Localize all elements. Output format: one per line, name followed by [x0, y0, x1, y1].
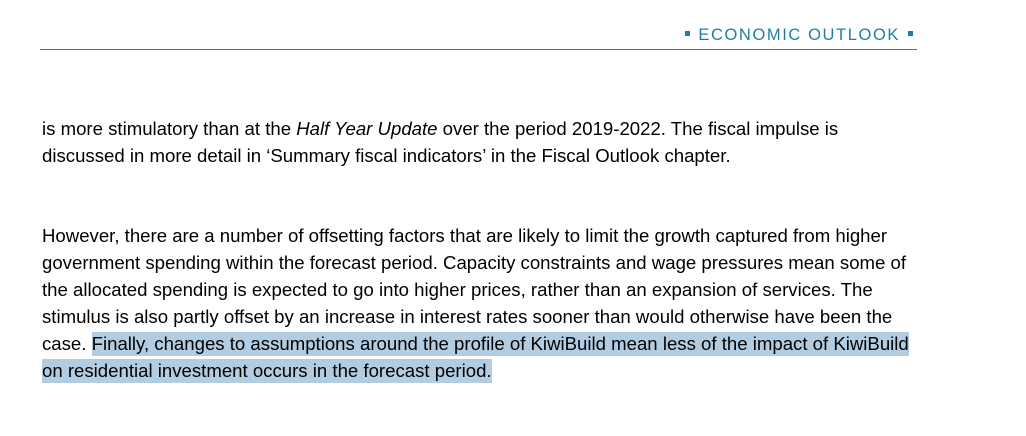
bullet-square-icon: [908, 31, 913, 37]
page-header: ECONOMIC OUTLOOK: [40, 26, 917, 50]
paragraph-1-text-start: is more stimulatory than at the: [42, 118, 297, 139]
section-title: ECONOMIC OUTLOOK: [685, 26, 913, 45]
paragraph-2-text: However, there are a number of offsettin…: [42, 225, 907, 354]
paragraph-1-text-end: over the period 2019-2022. The fiscal im…: [42, 118, 839, 166]
report-title-italic: Half Year Update: [296, 118, 438, 139]
header-divider: [40, 49, 917, 50]
paragraph-2[interactable]: However, there are a number of offsettin…: [42, 222, 922, 384]
bullet-square-icon: [685, 31, 691, 37]
paragraph-1[interactable]: is more stimulatory than at the Half Yea…: [42, 115, 922, 169]
selected-text-highlight[interactable]: Finally, changes to assumptions around t…: [42, 332, 909, 383]
section-title-label: ECONOMIC OUTLOOK: [698, 26, 900, 44]
